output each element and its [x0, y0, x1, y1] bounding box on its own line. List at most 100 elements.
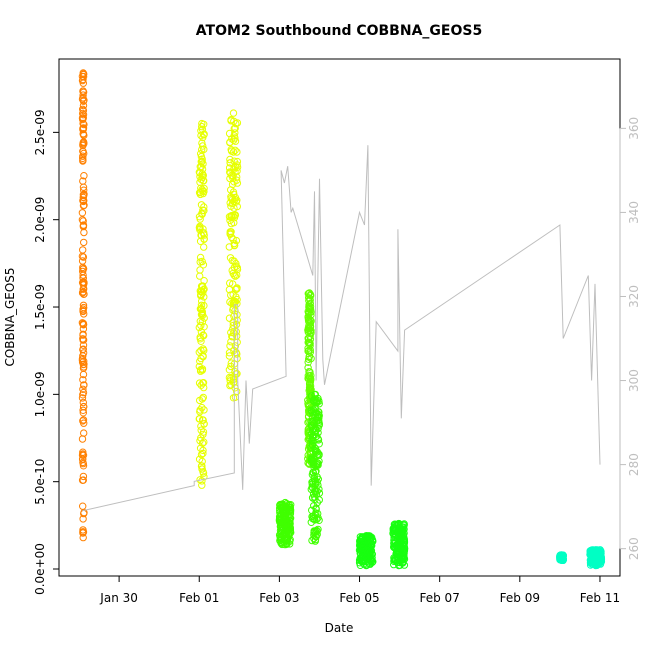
data-point [309, 490, 318, 498]
data-point [199, 393, 208, 402]
data-point [200, 203, 208, 211]
data-point [79, 349, 88, 357]
data-point [79, 529, 87, 537]
data-point [78, 451, 87, 459]
data-point [229, 325, 237, 333]
y-tick-label: 0.0e+00 [33, 543, 47, 595]
data-point [231, 129, 239, 137]
data-point [79, 101, 88, 110]
data-point [590, 553, 598, 561]
data-point [225, 314, 234, 322]
data-point [198, 403, 206, 412]
data-point [306, 296, 314, 304]
data-point [227, 146, 235, 154]
data-point [78, 354, 87, 363]
data-point [80, 402, 88, 411]
data-point [200, 420, 208, 428]
y-tick-label: 2.0e-09 [33, 197, 47, 243]
data-point [79, 265, 87, 273]
data-point [78, 319, 87, 327]
data-point [197, 158, 206, 166]
data-point [283, 539, 291, 547]
data-point [230, 132, 238, 140]
y-tick-label: 1.0e-09 [33, 371, 47, 417]
data-point [79, 264, 88, 273]
y2-tick-label: 340 [627, 201, 641, 224]
data-point [196, 335, 205, 343]
data-point [196, 367, 205, 375]
data-point [286, 506, 294, 515]
plot-frame [58, 58, 621, 577]
data-point [78, 209, 87, 217]
data-point [229, 290, 237, 299]
data-point [305, 384, 314, 392]
data-point [197, 346, 205, 355]
y2-tick-label: 260 [627, 537, 641, 560]
data-point [197, 282, 206, 290]
data-point [307, 485, 315, 494]
data-point [79, 109, 87, 118]
data-point [200, 145, 208, 154]
data-point [198, 307, 207, 316]
data-point [229, 321, 238, 330]
data-point [314, 428, 322, 437]
data-point [78, 72, 87, 81]
data-point [79, 345, 87, 354]
data-point [395, 561, 403, 570]
data-point [395, 548, 403, 556]
data-point [311, 495, 319, 503]
data-point [312, 504, 320, 512]
data-point [311, 447, 320, 455]
data-point [79, 125, 87, 134]
data-point [197, 354, 205, 363]
secondary-series [82, 145, 601, 512]
data-point [276, 506, 284, 514]
data-point [226, 228, 235, 236]
data-point [79, 157, 87, 165]
data-point [226, 279, 234, 287]
data-point [79, 87, 87, 95]
data-point [200, 243, 208, 251]
data-point [233, 354, 241, 363]
data-point [79, 336, 87, 344]
data-point [79, 472, 88, 481]
data-point [229, 148, 238, 156]
data-point [305, 304, 313, 312]
data-point [227, 202, 235, 210]
data-point [308, 512, 316, 521]
data-point [226, 138, 234, 146]
data-point [80, 140, 88, 148]
data-point [277, 538, 286, 546]
data-point [196, 258, 204, 266]
data-point [80, 238, 88, 247]
data-point [78, 435, 87, 443]
data-point [80, 278, 88, 286]
data-point [198, 457, 206, 466]
data-point [314, 424, 322, 433]
data-point [198, 122, 206, 131]
data-point [229, 394, 238, 402]
data-point [79, 111, 88, 119]
data-point [195, 323, 204, 332]
data-point [231, 124, 239, 133]
y2-tick-label: 360 [627, 117, 641, 140]
data-point [315, 421, 323, 429]
data-point [198, 283, 207, 291]
data-point [80, 201, 88, 209]
data-point [80, 429, 88, 437]
data-point [232, 370, 240, 378]
y2-tick-label: 320 [627, 285, 641, 308]
data-point [229, 109, 238, 117]
data-point [277, 518, 286, 526]
data-point [307, 371, 315, 380]
data-point [231, 146, 239, 155]
data-point [311, 390, 319, 399]
data-point [197, 328, 206, 336]
data-point [395, 519, 403, 528]
data-point [231, 193, 240, 202]
data-point [227, 233, 236, 242]
data-point [229, 269, 237, 278]
data-point [196, 444, 205, 452]
data-point [197, 311, 206, 319]
data-point [198, 318, 207, 326]
